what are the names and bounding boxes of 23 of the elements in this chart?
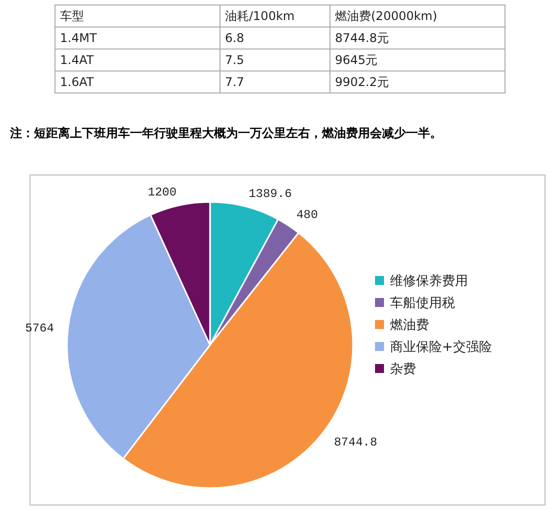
data-label: 480 — [296, 208, 318, 222]
legend-label: 燃油费 — [390, 318, 429, 333]
data-label: 5764 — [25, 321, 54, 336]
text: 8744.8元 — [335, 31, 389, 45]
text: 1.4AT — [60, 53, 94, 67]
legend-label: 商业保险+交强险 — [390, 339, 492, 355]
text: 车型 — [60, 9, 84, 23]
text: 油耗/100km — [225, 9, 295, 23]
text: 燃油费(20000km) — [335, 9, 438, 23]
text: 1.4MT — [60, 31, 98, 45]
text: 注：短距离上下班用车一年行驶里程大概为一万公里左右，燃油费用会减少一半。 — [9, 126, 442, 140]
data-label: 1389.6 — [248, 186, 292, 201]
legend-label: 车船使用税 — [390, 296, 455, 311]
text: 1.6AT — [60, 75, 94, 89]
legend-label: 杂费 — [390, 362, 416, 377]
text: 9645元 — [335, 53, 378, 67]
text: 7.5 — [225, 53, 244, 67]
text: 6.8 — [225, 31, 244, 45]
text: 7.7 — [225, 75, 244, 89]
legend-label: 维修保养费用 — [390, 273, 468, 289]
text: 9902.2元 — [335, 75, 389, 89]
data-label: 1200 — [148, 186, 177, 200]
data-label: 8744.8 — [334, 435, 378, 450]
